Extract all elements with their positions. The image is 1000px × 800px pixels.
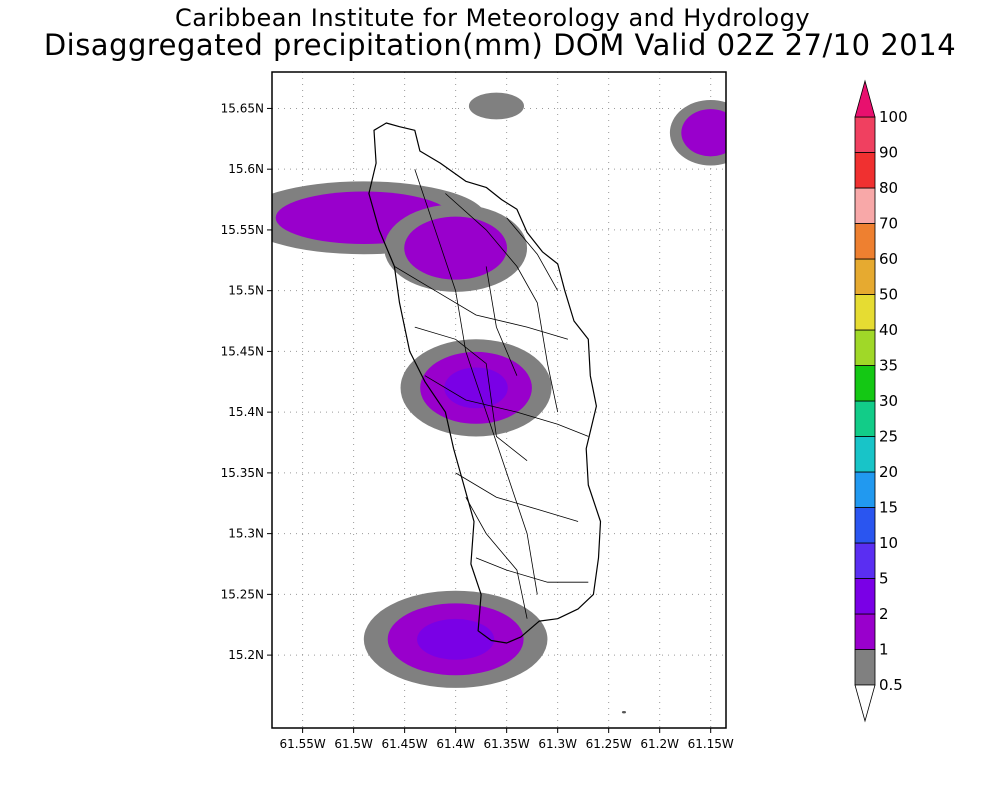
colorbar-label: 60 xyxy=(879,250,898,268)
x-tick-label: 61.15W xyxy=(688,737,734,751)
colorbar-label: 15 xyxy=(879,499,898,517)
x-tick-label: 61.2W xyxy=(640,737,679,751)
rain-contour xyxy=(621,710,627,714)
colorbar-label: 40 xyxy=(879,321,898,339)
x-tick-label: 61.3W xyxy=(538,737,577,751)
colorbar-swatch xyxy=(854,436,876,473)
colorbar-label: 50 xyxy=(879,286,898,304)
x-tick-label: 61.35W xyxy=(484,737,530,751)
y-tick-label: 15.25N xyxy=(221,587,264,601)
colorbar-label: 80 xyxy=(879,179,898,197)
rain-contour xyxy=(417,618,495,660)
river-line xyxy=(424,375,589,437)
colorbar-label: 70 xyxy=(879,215,898,233)
chart-title: Caribbean Institute for Meteorology and … xyxy=(174,4,811,32)
colorbar-label: 25 xyxy=(879,428,898,446)
river-line xyxy=(414,326,528,462)
colorbar-swatch xyxy=(854,187,876,224)
colorbar-swatch xyxy=(854,507,876,544)
island-outline xyxy=(368,122,602,644)
y-tick-label: 15.65N xyxy=(221,101,264,115)
y-tick-label: 15.3N xyxy=(228,527,264,541)
colorbar-label: 30 xyxy=(879,392,898,410)
y-tick-label: 15.35N xyxy=(221,466,264,480)
rain-patches xyxy=(272,92,726,714)
plot-frame xyxy=(271,71,727,729)
y-tick-label: 15.6N xyxy=(228,162,264,176)
colorbar-label: 0.5 xyxy=(879,676,903,694)
x-tick-label: 61.4W xyxy=(436,737,475,751)
colorbar-swatch xyxy=(854,294,876,331)
river-line xyxy=(445,193,559,413)
river-line xyxy=(465,497,528,619)
colorbar-swatch xyxy=(854,613,876,650)
river-line xyxy=(414,169,538,595)
colorbar-swatch xyxy=(854,258,876,295)
y-axis-ticks: 15.65N 15.6N 15.55N 15.5N 15.45N 15.4N 15.35N 1… xyxy=(221,101,272,662)
colorbar-swatch xyxy=(854,116,876,153)
colorbar-label: 2 xyxy=(879,605,889,623)
map-grid xyxy=(272,72,726,728)
river-line xyxy=(485,266,518,376)
river-line xyxy=(506,217,559,291)
colorbar-bottom-arrow xyxy=(854,684,876,723)
river-line xyxy=(394,266,569,340)
colorbar-swatch xyxy=(854,649,876,686)
rain-contour xyxy=(404,216,508,280)
x-axis-ticks: 61.55W 61.5W 61.45W 61.4W 61.35W 61.3W 61.25W 6… xyxy=(279,728,734,751)
colorbar-swatch xyxy=(854,365,876,402)
colorbar-swatch xyxy=(854,471,876,508)
colorbar-top-arrow xyxy=(854,79,876,118)
chart-subtitle: Disaggregated precipitation(mm) DOM Vali… xyxy=(43,28,957,62)
island-coastline xyxy=(368,122,602,644)
colorbar-label: 35 xyxy=(879,357,898,375)
x-tick-label: 61.5W xyxy=(334,737,373,751)
colorbar-swatch xyxy=(854,152,876,189)
y-tick-label: 15.55N xyxy=(221,223,264,237)
x-tick-label: 61.45W xyxy=(382,737,428,751)
colorbar-label: 10 xyxy=(879,534,898,552)
colorbar-label: 5 xyxy=(879,570,889,588)
colorbar-label: 20 xyxy=(879,463,898,481)
colorbar-swatch xyxy=(854,223,876,260)
river-line xyxy=(455,472,579,522)
y-tick-label: 15.5N xyxy=(228,284,264,298)
colorbar-swatch xyxy=(854,578,876,615)
colorbar-label: 90 xyxy=(879,144,898,162)
y-tick-label: 15.45N xyxy=(221,344,264,358)
x-tick-label: 61.25W xyxy=(586,737,632,751)
colorbar-label: 100 xyxy=(879,108,908,126)
colorbar-label: 1 xyxy=(879,641,889,659)
colorbar-swatch xyxy=(854,400,876,437)
x-tick-label: 61.55W xyxy=(279,737,325,751)
rain-contour xyxy=(468,92,524,120)
rain-contour xyxy=(444,367,508,409)
colorbar-swatch xyxy=(854,542,876,579)
rain-contour xyxy=(681,109,726,157)
y-tick-label: 15.2N xyxy=(228,648,264,662)
colorbar-swatch xyxy=(854,329,876,366)
river-line xyxy=(475,557,589,583)
y-tick-label: 15.4N xyxy=(228,405,264,419)
